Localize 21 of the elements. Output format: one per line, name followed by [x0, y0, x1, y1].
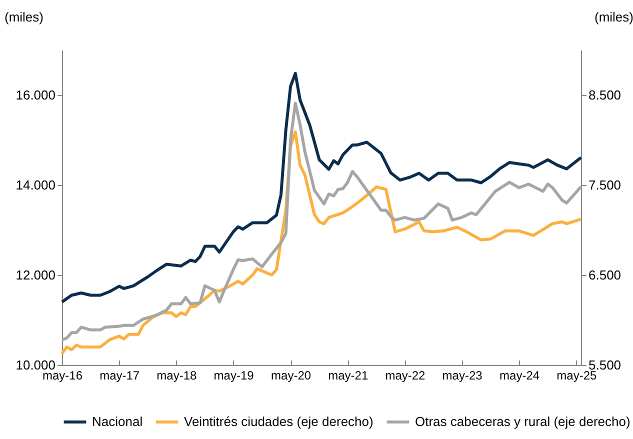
y-axis-title: (miles)	[4, 10, 44, 24]
line-series	[60, 72, 582, 304]
x-tick-label: may-23	[442, 368, 483, 382]
x-tick-label: may-19	[214, 368, 254, 382]
x-tick-label: may-22	[385, 368, 426, 382]
y-tick-label: 14.000	[16, 178, 56, 192]
x-tick-label: may-20	[271, 368, 312, 382]
legend-label: Otras cabeceras y rural (eje derecho)	[415, 414, 630, 429]
line-series	[60, 102, 582, 342]
y-tick-label: 16.000	[16, 88, 56, 102]
legend-label: Veintitrés ciudades (eje derecho)	[184, 414, 374, 429]
y-tick-label: 12.000	[16, 268, 56, 282]
y2-tick-label: 7.500	[588, 178, 622, 192]
x-tick-label: may-17	[100, 368, 140, 382]
y2-tick-label: 6.500	[588, 268, 622, 282]
x-tick-label: may-24	[500, 368, 540, 382]
y2-tick-label: 8.500	[588, 88, 622, 102]
x-tick-label: may-18	[156, 368, 198, 382]
legend-label: Nacional	[92, 414, 143, 429]
x-tick-label: may-21	[328, 368, 368, 382]
y2-axis-title: (miles)	[594, 10, 633, 24]
